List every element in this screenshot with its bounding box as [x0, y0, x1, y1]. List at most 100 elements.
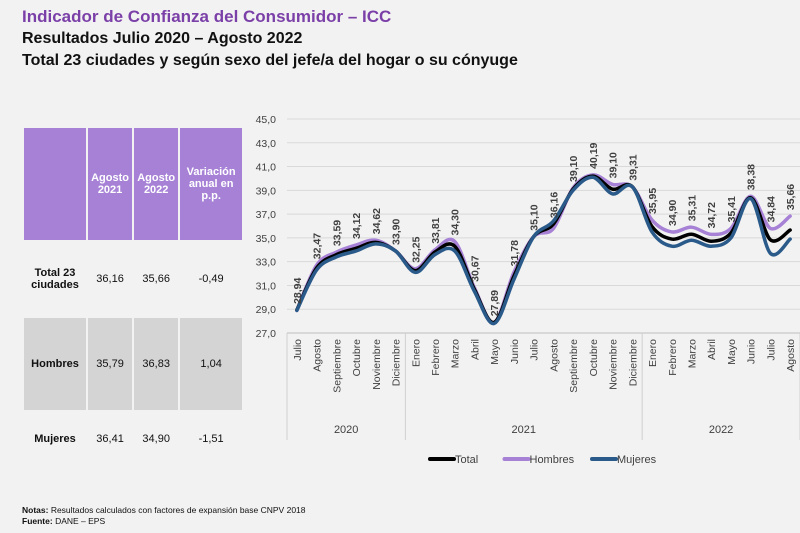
y-tick-label: 45,0 — [256, 114, 277, 126]
data-label: 33,90 — [391, 219, 403, 245]
x-tick-label: Julio — [292, 339, 304, 361]
series-line-hombres — [295, 173, 792, 325]
cell-2021: 36,41 — [96, 433, 124, 445]
data-label: 33,81 — [430, 217, 442, 243]
x-tick-label: Abril — [469, 339, 481, 360]
x-tick-label: Enero — [410, 339, 422, 367]
x-tick-label: Abril — [706, 339, 718, 360]
table-row: Mujeres 36,41 34,90 -1,51 — [24, 410, 242, 468]
data-label: 28,94 — [292, 277, 304, 303]
cell-2022: 36,83 — [134, 318, 179, 410]
x-tick-label: Agosto — [785, 339, 797, 372]
data-label: 35,66 — [785, 184, 797, 210]
y-tick-label: 39,0 — [256, 185, 277, 197]
page-title: Indicador de Confianza del Consumidor – … — [22, 7, 392, 26]
y-tick-label: 35,0 — [256, 233, 277, 245]
data-label: 40,19 — [588, 142, 600, 168]
series-line-mujeres — [295, 175, 792, 326]
data-label: 32,47 — [312, 233, 324, 259]
x-tick-label: Mayo — [726, 339, 738, 365]
notes-label: Notas: — [22, 505, 49, 515]
x-tick-label: Febrero — [430, 339, 442, 376]
data-label: 38,38 — [746, 164, 758, 190]
x-tick-label: Noviembre — [608, 339, 620, 390]
data-label: 35,95 — [647, 188, 659, 214]
data-label: 33,59 — [331, 220, 343, 246]
x-tick-label: Enero — [647, 339, 659, 367]
legend-label-mujeres: Mujeres — [617, 454, 657, 466]
series-line-total — [295, 174, 792, 325]
year-label: 2022 — [709, 424, 733, 436]
x-tick-label: Junio — [746, 339, 758, 364]
x-tick-label: Diciembre — [391, 339, 403, 386]
subtitle-period: Resultados Julio 2020 – Agosto 2022 — [22, 30, 303, 47]
x-tick-label: Marzo — [450, 339, 462, 368]
col-header-variation: Variación anual en p.p. — [180, 128, 242, 240]
source-text: DANE – EPS — [52, 516, 106, 526]
data-label: 32,25 — [410, 236, 422, 262]
legend-label-total: Total — [455, 454, 478, 466]
legend-label-hombres: Hombres — [530, 454, 575, 466]
cell-2021: 35,79 — [88, 318, 133, 410]
subtitle-scope: Total 23 ciudades y según sexo del jefe/… — [22, 52, 518, 69]
x-tick-label: Agosto — [548, 339, 560, 372]
x-tick-label: Septiembre — [568, 339, 580, 393]
table-header: Agosto 2021 Agosto 2022 Variación anual … — [24, 128, 242, 240]
summary-table: Agosto 2021 Agosto 2022 Variación anual … — [22, 128, 244, 468]
data-label: 35,10 — [529, 204, 541, 230]
col-header-aug-2021: Agosto 2021 — [88, 128, 133, 240]
x-tick-label: Julio — [765, 339, 777, 361]
data-label: 31,78 — [509, 240, 521, 266]
cell-variation: 1,04 — [180, 318, 242, 410]
data-label: 34,84 — [765, 196, 777, 222]
x-tick-label: Junio — [509, 339, 521, 364]
table-row: Total 23 ciudades 36,16 35,66 -0,49 — [24, 240, 242, 318]
cell-variation: -1,51 — [198, 433, 224, 445]
x-tick-label: Noviembre — [371, 339, 383, 390]
footnotes: Notas: Resultados calculados con factore… — [22, 505, 306, 527]
source-label: Fuente: — [22, 516, 53, 526]
y-tick-label: 29,0 — [256, 304, 277, 316]
data-label: 34,72 — [706, 202, 718, 228]
data-label: 39,10 — [568, 156, 580, 182]
y-tick-label: 43,0 — [256, 138, 277, 150]
cell-2021: 36,16 — [96, 273, 124, 285]
cell-2022: 34,90 — [142, 433, 170, 445]
y-tick-label: 41,0 — [256, 162, 277, 174]
row-label: Total 23 ciudades — [31, 267, 79, 291]
data-label: 34,12 — [351, 213, 363, 239]
x-tick-label: Febrero — [667, 339, 679, 376]
year-label: 2020 — [334, 424, 358, 436]
data-label: 36,16 — [548, 192, 560, 218]
x-tick-label: Octubre — [351, 339, 363, 377]
data-label: 34,30 — [450, 209, 462, 235]
data-label: 34,62 — [371, 208, 383, 234]
header: Indicador de Confianza del Consumidor – … — [22, 6, 518, 72]
data-label: 27,89 — [489, 290, 501, 316]
year-label: 2021 — [512, 424, 536, 436]
row-label: Mujeres — [34, 433, 76, 445]
data-label: 35,31 — [686, 195, 698, 221]
row-label: Hombres — [24, 318, 86, 410]
data-label: 34,90 — [667, 200, 679, 226]
y-tick-label: 31,0 — [256, 280, 277, 292]
x-tick-label: Julio — [529, 339, 541, 361]
x-tick-label: Marzo — [686, 339, 698, 368]
x-tick-label: Mayo — [489, 339, 501, 365]
notes-text: Resultados calculados con factores de ex… — [48, 505, 306, 515]
table-row: Hombres 35,79 36,83 1,04 — [24, 318, 242, 410]
cell-2022: 35,66 — [142, 273, 170, 285]
x-tick-label: Septiembre — [331, 339, 343, 393]
x-tick-label: Octubre — [588, 339, 600, 377]
y-tick-label: 33,0 — [256, 257, 277, 269]
data-label: 35,41 — [726, 196, 738, 222]
col-header-aug-2022: Agosto 2022 — [134, 128, 179, 240]
x-tick-label: Agosto — [312, 339, 324, 372]
col-header-empty — [24, 128, 86, 240]
data-label: 30,67 — [469, 255, 481, 281]
y-tick-label: 27,0 — [256, 328, 277, 340]
cell-variation: -0,49 — [198, 273, 224, 285]
data-label: 39,31 — [627, 154, 639, 180]
x-tick-label: Diciembre — [627, 339, 639, 386]
